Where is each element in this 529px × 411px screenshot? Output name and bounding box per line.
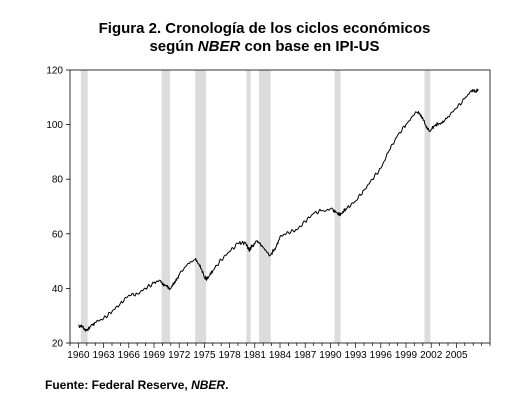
- x-axis: 1960 1963 1966 1969 1972 1975 1978 1981 1984 1987…: [67, 343, 491, 361]
- recession-band: [161, 70, 170, 343]
- x-tick-label: 1999: [395, 350, 418, 361]
- x-tick-label: 1987: [294, 350, 317, 361]
- recession-bands: [80, 70, 431, 343]
- y-tick-label: 120: [46, 66, 63, 77]
- recession-band: [80, 70, 88, 343]
- title-line-2: según NBER con base en IPI-US: [0, 38, 529, 56]
- x-tick-label: 1984: [269, 350, 292, 361]
- recession-band: [195, 70, 207, 343]
- title-line-2-prefix: según: [149, 38, 198, 55]
- recession-band: [424, 70, 431, 343]
- x-tick-label: 2005: [445, 350, 468, 361]
- y-tick-label: 60: [52, 229, 64, 240]
- x-tick-label: 1990: [319, 350, 342, 361]
- x-tick-label: 1981: [244, 350, 267, 361]
- y-axis: 20 40 60 80 100 120: [46, 66, 70, 350]
- x-tick-label: 2002: [420, 350, 443, 361]
- x-tick-label: 1975: [193, 350, 216, 361]
- title-line-1: Figura 2. Cronología de los ciclos econó…: [98, 20, 431, 37]
- title-line-2-suffix: con base en IPI-US: [240, 38, 380, 55]
- x-tick-label: 1960: [67, 350, 90, 361]
- y-tick-label: 20: [52, 339, 64, 350]
- x-tick-label: 1963: [92, 350, 115, 361]
- x-tick-label: 1996: [370, 350, 393, 361]
- x-tick-label: 1966: [118, 350, 141, 361]
- source-note: Fuente: Federal Reserve, NBER.: [45, 378, 228, 392]
- title-line-2-em: NBER: [197, 38, 241, 55]
- x-tick-label: 1978: [218, 350, 241, 361]
- y-tick-label: 80: [52, 175, 64, 186]
- y-tick-label: 100: [46, 120, 63, 131]
- source-suffix: .: [225, 378, 229, 392]
- x-tick-label: 1972: [168, 350, 191, 361]
- recession-band: [246, 70, 251, 343]
- recession-band: [334, 70, 341, 343]
- series-line: [78, 88, 479, 332]
- source-prefix: Fuente: Federal Reserve,: [45, 378, 192, 392]
- recession-band: [259, 70, 271, 343]
- y-tick-label: 40: [52, 284, 64, 295]
- series-lines: [78, 88, 479, 332]
- x-tick-label: 1969: [143, 350, 166, 361]
- source-em: NBER: [191, 378, 226, 392]
- x-tick-label: 1993: [344, 350, 367, 361]
- chart-title: Figura 2. Cronología de los ciclos econó…: [0, 20, 529, 56]
